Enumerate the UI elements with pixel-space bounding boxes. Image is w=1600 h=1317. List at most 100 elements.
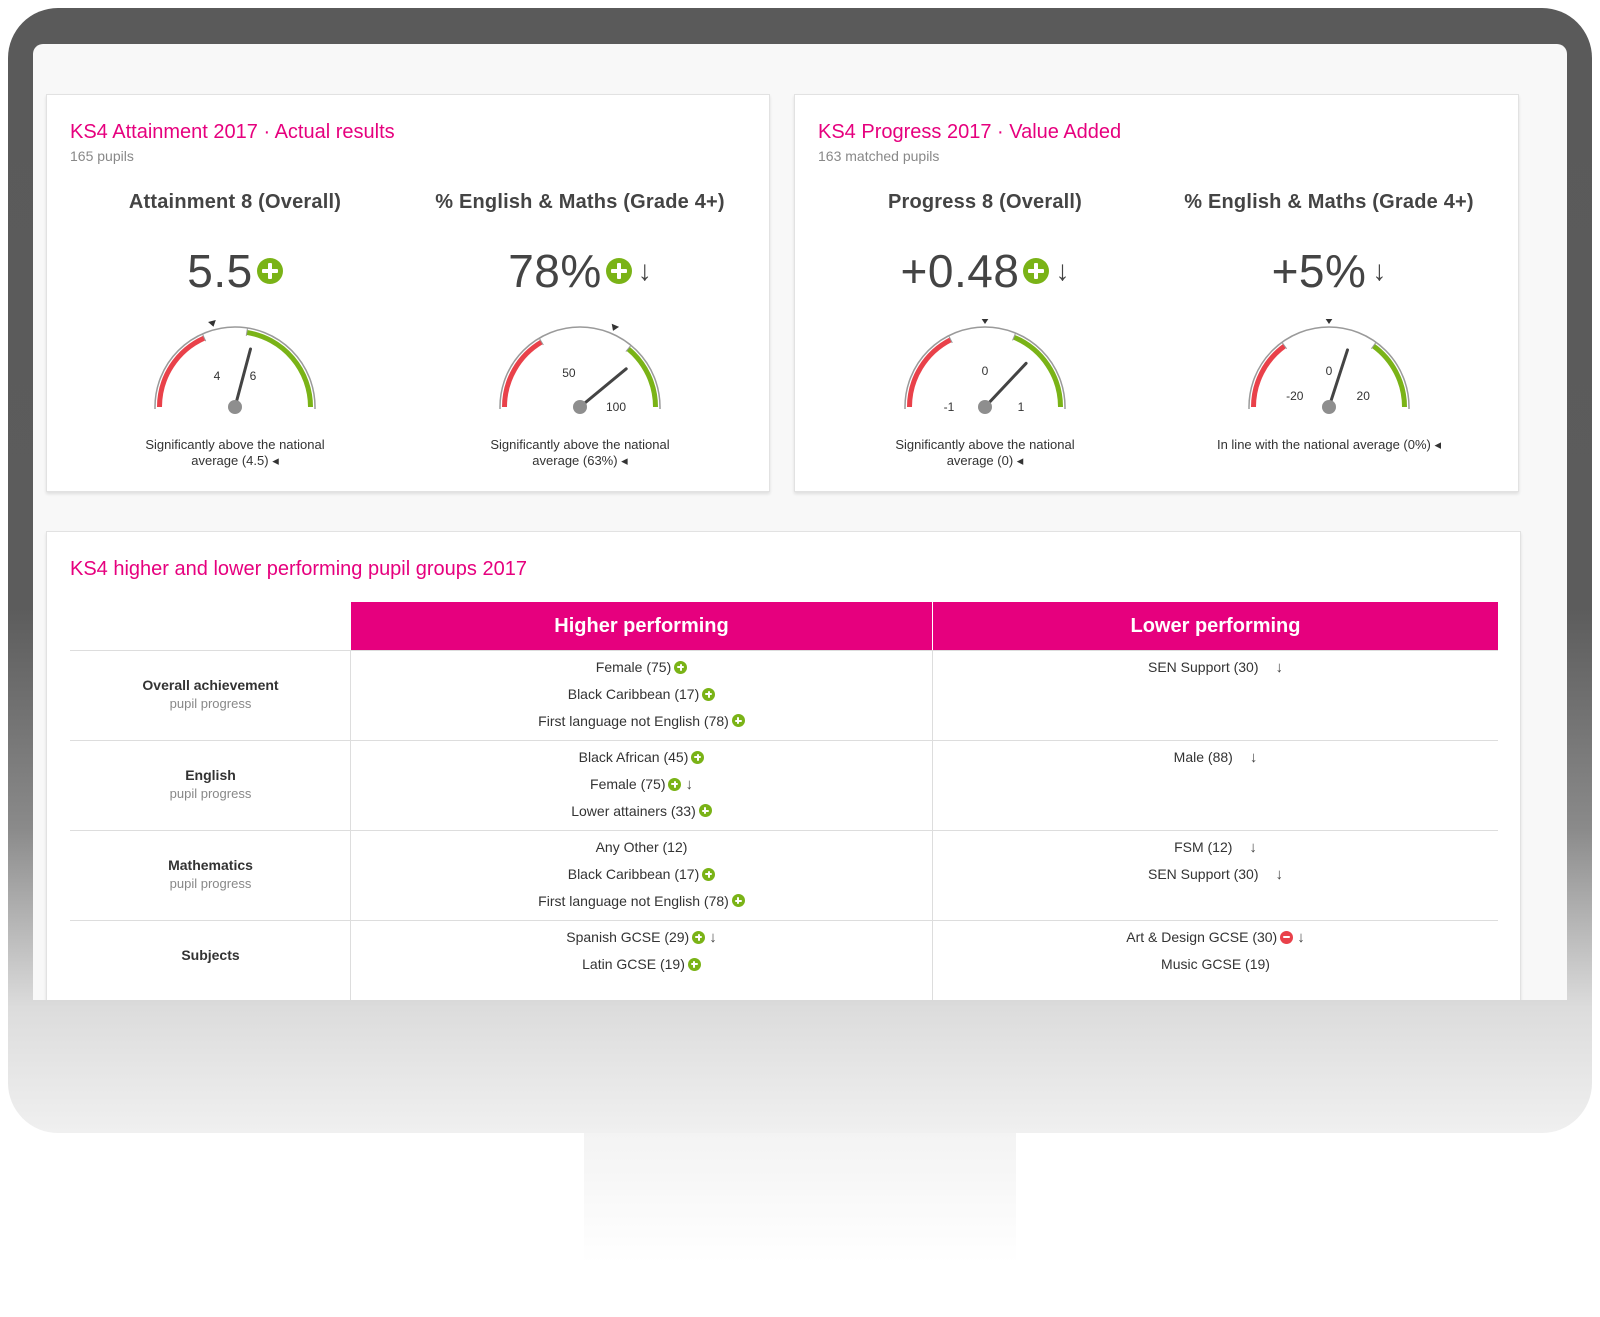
pupil-group-item[interactable]: Black Caribbean (17) xyxy=(351,681,932,708)
down-arrow-icon: ↓ xyxy=(1249,748,1258,766)
metric-value: 5.5 xyxy=(187,245,253,297)
pupil-group-item[interactable]: Art & Design GCSE (30) ↓ xyxy=(933,924,1498,951)
gauge-hub xyxy=(1322,400,1336,414)
pupil-group-item[interactable]: FSM (12) ↓ xyxy=(933,834,1498,861)
pupil-group-item[interactable]: Black African (45) xyxy=(351,744,932,771)
gauge-tick-label: 100 xyxy=(606,400,626,414)
pupil-group-label: Male (88) xyxy=(1173,749,1233,766)
progress-title[interactable]: KS4 Progress 2017 · Value Added xyxy=(818,121,1122,143)
gauge-band-tick xyxy=(1370,341,1377,350)
gauge-band-tick xyxy=(538,337,544,346)
metric-value-row: +0.48 ↓ xyxy=(810,243,1160,299)
plus-icon xyxy=(691,750,705,764)
gauge-caption-line: Significantly above the national xyxy=(895,437,1075,452)
row-divider xyxy=(70,740,1498,741)
plus-icon xyxy=(687,957,701,971)
gauge-caption-line: In line with the national average (0%) ◂ xyxy=(1216,437,1442,452)
gauge-chart: -1 0 1 xyxy=(904,319,1066,414)
progress-subtitle: 163 matched pupils xyxy=(818,148,940,164)
pupil-group-label: Any Other (12) xyxy=(595,839,688,856)
pupil-group-item[interactable]: Music GCSE (19) xyxy=(933,951,1498,978)
metric-label: Progress 8 (Overall) xyxy=(887,191,1083,213)
pupil-group-item[interactable]: Female (75) ↓ xyxy=(351,771,932,798)
pupil-group-label: First language not English (78) xyxy=(538,892,729,909)
pupil-group-label: Lower attainers (33) xyxy=(571,802,696,819)
pupil-group-item[interactable]: Male (88) ↓ xyxy=(933,744,1498,771)
gauge-chart: 50 100 xyxy=(499,323,661,414)
plus-icon xyxy=(605,258,632,284)
pupil-group-item[interactable]: Lower attainers (33) xyxy=(351,797,932,824)
down-arrow-icon: ↓ xyxy=(1275,658,1284,676)
national-average-marker xyxy=(981,319,989,324)
pupil-group-label: Black Caribbean (17) xyxy=(567,686,700,703)
row-divider xyxy=(70,650,1498,651)
national-average-marker xyxy=(208,319,216,327)
higher-performing-cell: Female (75) Black Caribbean (17) First lan… xyxy=(351,654,932,734)
pupil-group-label: Black African (45) xyxy=(578,749,689,766)
row-label: Mathematics pupil progress xyxy=(70,857,351,891)
gauge-chart: -20 0 20 xyxy=(1248,319,1410,414)
metric-value: +0.48 xyxy=(900,245,1020,297)
national-average-marker xyxy=(611,323,620,331)
gauge-tick-label: 4 xyxy=(214,369,221,383)
gauge-tick-label: 0 xyxy=(982,364,989,378)
pupil-group-label: Spanish GCSE (29) xyxy=(566,929,690,946)
gauge-tick-label: 6 xyxy=(250,369,257,383)
row-label-sub: pupil progress xyxy=(169,786,252,801)
plus-icon xyxy=(256,258,283,284)
gauge-needle xyxy=(578,367,628,409)
pupil-group-item[interactable]: First language not English (78) xyxy=(351,887,932,914)
row-label: Subjects xyxy=(70,947,351,966)
pupil-group-label: SEN Support (30) xyxy=(1148,659,1259,676)
gauge-band-tick xyxy=(245,327,249,336)
gauge-hub xyxy=(573,400,587,414)
pupil-group-label: Music GCSE (19) xyxy=(1161,956,1270,973)
gauge-caption: Significantly above the national average … xyxy=(425,437,735,469)
gauge-needle xyxy=(983,361,1028,409)
plus-icon xyxy=(698,804,712,818)
row-label-sub: pupil progress xyxy=(169,696,252,711)
gauge-tick-label: 1 xyxy=(1018,400,1025,414)
pupil-groups-title[interactable]: KS4 higher and lower performing pupil gr… xyxy=(70,558,527,580)
gauge-outer-arc xyxy=(154,326,316,408)
pupil-group-label: FSM (12) xyxy=(1174,839,1233,856)
gauge-tick-label: 20 xyxy=(1357,389,1371,403)
gauge-caption: Significantly above the national average … xyxy=(80,437,390,469)
attainment-title[interactable]: KS4 Attainment 2017 · Actual results xyxy=(70,121,395,143)
metric-value: +5% xyxy=(1271,245,1367,297)
metric-value-row: 78% ↓ xyxy=(405,243,755,299)
pupil-group-item[interactable]: Any Other (12) xyxy=(351,834,932,861)
down-arrow-icon: ↓ xyxy=(1372,255,1387,286)
gauge-green-band xyxy=(246,329,313,408)
gauge-tick-label: -1 xyxy=(944,400,955,414)
lower-performing-cell: Male (88) ↓ xyxy=(933,744,1498,771)
gauge-caption: Significantly above the national average … xyxy=(830,437,1140,469)
progress-metric-0[interactable]: Progress 8 (Overall) +0.48 ↓ -1 0 1 Significan… xyxy=(810,191,1160,481)
gauge-caption: In line with the national average (0%) ◂ xyxy=(1174,437,1484,453)
row-label-main: Subjects xyxy=(181,947,240,963)
gauge-red-band xyxy=(907,337,952,408)
attainment-metric-0[interactable]: Attainment 8 (Overall) 5.5 4 6 Significantly… xyxy=(60,191,410,481)
metric-value: 78% xyxy=(508,245,602,297)
down-arrow-icon: ↓ xyxy=(637,255,652,286)
pupil-group-item[interactable]: SEN Support (30) ↓ xyxy=(933,654,1498,681)
pupil-group-item[interactable]: Black Caribbean (17) xyxy=(351,861,932,888)
down-arrow-icon: ↓ xyxy=(1249,838,1257,856)
pupil-group-item[interactable]: Spanish GCSE (29) ↓ xyxy=(351,924,932,951)
gauge-caption-line: average (63%) ◂ xyxy=(532,453,628,468)
pupil-group-label: Female (75) xyxy=(590,776,666,793)
pupil-group-item[interactable]: Female (75) xyxy=(351,654,932,681)
progress-metric-1[interactable]: % English & Maths (Grade 4+) +5% ↓ -20 0 20 In… xyxy=(1154,191,1504,481)
pupil-group-label: SEN Support (30) xyxy=(1148,866,1259,883)
row-label-sub: pupil progress xyxy=(169,876,252,891)
metric-label: % English & Maths (Grade 4+) xyxy=(435,191,725,213)
pupil-group-item[interactable]: Latin GCSE (19) xyxy=(351,951,932,978)
gauge-caption-line: Significantly above the national xyxy=(145,437,325,452)
attainment-metric-1[interactable]: % English & Maths (Grade 4+) 78% ↓ 50 100 Sig… xyxy=(405,191,755,481)
pupil-group-item[interactable]: SEN Support (30) ↓ xyxy=(933,861,1498,888)
pupil-group-label: Art & Design GCSE (30) xyxy=(1126,929,1278,946)
down-arrow-icon: ↓ xyxy=(1297,928,1305,946)
gauge-band-tick xyxy=(948,335,953,344)
down-arrow-icon: ↓ xyxy=(685,775,693,793)
pupil-group-item[interactable]: First language not English (78) xyxy=(351,707,932,734)
